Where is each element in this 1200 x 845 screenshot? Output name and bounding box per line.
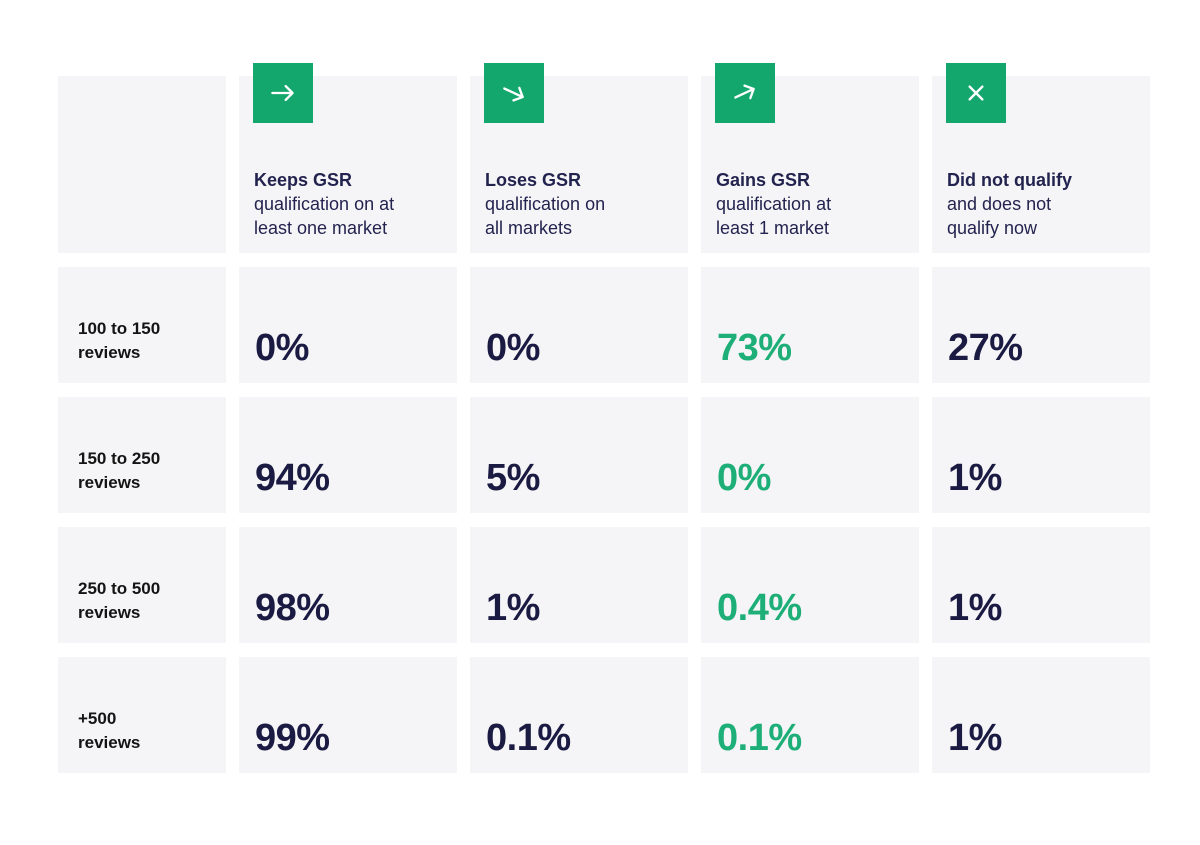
value-cell: 1% bbox=[932, 397, 1150, 513]
column-header-keeps-gsr: Keeps GSR qualification on at least one … bbox=[239, 63, 457, 253]
value-cell: 99% bbox=[239, 657, 457, 773]
row-label-line2: reviews bbox=[78, 473, 141, 492]
column-title: Keeps GSR bbox=[254, 170, 353, 190]
value-text: 0.4% bbox=[717, 587, 802, 629]
arrow-right-icon bbox=[253, 63, 313, 123]
value-text: 1% bbox=[486, 587, 540, 629]
value-cell-highlighted: 0% bbox=[701, 397, 919, 513]
value-text: 5% bbox=[486, 457, 540, 499]
value-text: 1% bbox=[948, 587, 1002, 629]
row-label-100-150: 100 to 150 reviews bbox=[58, 267, 226, 383]
value-cell: 5% bbox=[470, 397, 688, 513]
value-cell: 0% bbox=[239, 267, 457, 383]
row-label-line1: +500 bbox=[78, 709, 117, 728]
value-text: 0.1% bbox=[486, 717, 571, 759]
column-header-gains-gsr: Gains GSR qualification at least 1 marke… bbox=[701, 63, 919, 253]
value-cell-highlighted: 0.4% bbox=[701, 527, 919, 643]
row-label-line2: reviews bbox=[78, 733, 141, 752]
column-title: Did not qualify bbox=[947, 170, 1072, 190]
column-header-did-not-qualify: Did not qualify and does not qualify now bbox=[932, 63, 1150, 253]
column-subtitle-line1: and does not bbox=[947, 194, 1052, 214]
value-text: 1% bbox=[948, 457, 1002, 499]
value-cell: 1% bbox=[470, 527, 688, 643]
row-label-line1: 250 to 500 bbox=[78, 579, 161, 598]
value-text: 0% bbox=[486, 327, 540, 369]
arrow-down-right-icon bbox=[484, 63, 544, 123]
value-cell: 94% bbox=[239, 397, 457, 513]
value-cell: 0.1% bbox=[470, 657, 688, 773]
value-cell-highlighted: 73% bbox=[701, 267, 919, 383]
column-subtitle-line1: qualification on bbox=[485, 194, 606, 214]
column-subtitle-line2: qualify now bbox=[947, 218, 1038, 238]
row-label-500-plus: +500 reviews bbox=[58, 657, 226, 773]
value-text: 73% bbox=[717, 327, 792, 369]
column-subtitle-line2: all markets bbox=[485, 218, 573, 238]
arrow-up-right-icon bbox=[715, 63, 775, 123]
row-label-line1: 100 to 150 bbox=[78, 319, 161, 338]
value-text: 0% bbox=[717, 457, 771, 499]
column-title: Loses GSR bbox=[485, 170, 582, 190]
column-subtitle-line1: qualification on at bbox=[254, 194, 395, 214]
value-cell: 0% bbox=[470, 267, 688, 383]
column-title: Gains GSR bbox=[716, 170, 811, 190]
column-subtitle-line1: qualification at bbox=[716, 194, 832, 214]
value-cell: 98% bbox=[239, 527, 457, 643]
column-subtitle-line2: least one market bbox=[254, 218, 388, 238]
value-text: 1% bbox=[948, 717, 1002, 759]
value-cell: 1% bbox=[932, 527, 1150, 643]
value-cell-highlighted: 0.1% bbox=[701, 657, 919, 773]
row-label-250-500: 250 to 500 reviews bbox=[58, 527, 226, 643]
value-text: 0.1% bbox=[717, 717, 802, 759]
value-cell: 27% bbox=[932, 267, 1150, 383]
value-text: 99% bbox=[255, 717, 330, 759]
corner-cell bbox=[58, 76, 226, 253]
value-text: 98% bbox=[255, 587, 330, 629]
column-subtitle-line2: least 1 market bbox=[716, 218, 830, 238]
value-text: 94% bbox=[255, 457, 330, 499]
value-text: 0% bbox=[255, 327, 309, 369]
table-grid: Keeps GSR qualification on at least one … bbox=[58, 63, 1150, 773]
row-label-line1: 150 to 250 bbox=[78, 449, 161, 468]
value-cell: 1% bbox=[932, 657, 1150, 773]
column-header-loses-gsr: Loses GSR qualification on all markets bbox=[470, 63, 688, 253]
row-label-150-250: 150 to 250 reviews bbox=[58, 397, 226, 513]
x-icon bbox=[946, 63, 1006, 123]
value-text: 27% bbox=[948, 327, 1023, 369]
row-label-line2: reviews bbox=[78, 343, 141, 362]
row-label-line2: reviews bbox=[78, 603, 141, 622]
